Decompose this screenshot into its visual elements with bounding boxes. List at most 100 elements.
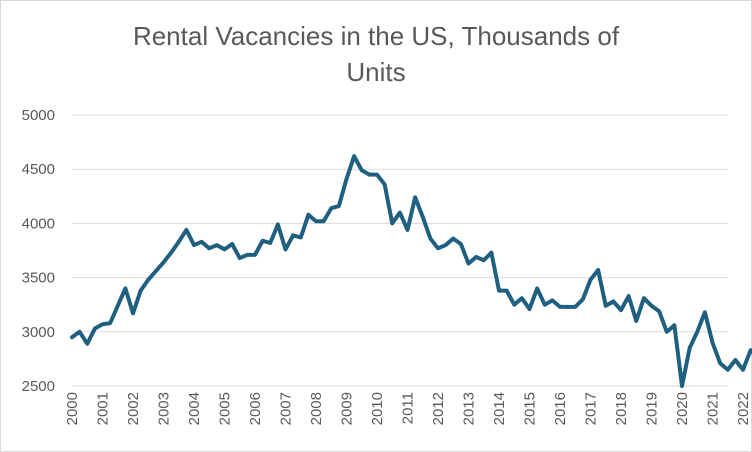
data-point (459, 242, 463, 246)
data-point (581, 297, 585, 301)
y-tick-label: 5000 (22, 107, 55, 124)
data-point (131, 311, 135, 315)
data-point (70, 335, 74, 339)
data-point (588, 278, 593, 282)
data-point (604, 304, 608, 308)
x-tick-label: 2000 (64, 392, 81, 425)
data-point (85, 342, 89, 346)
data-point (299, 235, 303, 240)
data-point (749, 348, 752, 352)
data-point (207, 246, 211, 250)
data-point (139, 289, 143, 293)
data-point (680, 384, 684, 388)
data-point (741, 368, 745, 372)
data-point (634, 319, 638, 323)
data-point (535, 286, 539, 291)
data-point (177, 240, 181, 244)
data-point (489, 251, 493, 255)
x-tick-label: 2019 (644, 392, 661, 425)
gridlines (72, 114, 728, 333)
data-point (78, 330, 82, 334)
data-point (543, 303, 547, 307)
data-point (169, 251, 173, 255)
data-point (352, 154, 356, 158)
data-point (116, 304, 120, 308)
data-point (261, 239, 265, 243)
data-point (344, 177, 349, 181)
x-tick-label: 2020 (674, 392, 691, 425)
data-point (627, 294, 631, 298)
data-point (192, 243, 196, 247)
x-tick-label: 2009 (339, 392, 356, 425)
x-tick-label: 2001 (95, 392, 112, 425)
data-point (672, 323, 676, 327)
data-point (268, 241, 272, 245)
data-point (245, 253, 249, 257)
data-point (527, 307, 532, 311)
data-point (710, 341, 715, 345)
x-tick-label: 2016 (552, 392, 569, 425)
x-tick-label: 2005 (217, 392, 234, 425)
data-point (253, 253, 257, 257)
chart-title: Rental Vacancies in the US, Thousands of… (0, 18, 752, 90)
data-point (421, 215, 425, 219)
data-point (413, 195, 417, 199)
data-point (215, 243, 219, 247)
data-point (428, 236, 432, 241)
y-tick-label: 2500 (22, 378, 55, 395)
data-point (642, 296, 646, 300)
data-point (733, 358, 737, 362)
y-axis-tick-labels: 2500 3000 3500 4000 4500 5000 (22, 107, 55, 395)
data-point (657, 309, 661, 313)
data-point (108, 321, 112, 325)
x-tick-label: 2011 (400, 392, 417, 424)
data-point (466, 261, 471, 266)
data-point (497, 289, 501, 293)
data-point (649, 304, 654, 308)
x-tick-label: 2008 (308, 392, 325, 425)
x-tick-label: 2012 (430, 392, 447, 425)
data-point (695, 330, 699, 334)
data-point (512, 303, 516, 307)
data-point (383, 182, 387, 186)
x-tick-label: 2021 (705, 392, 722, 425)
x-tick-label: 2010 (369, 392, 386, 425)
data-point (329, 206, 333, 210)
data-point (566, 305, 570, 309)
data-point (405, 228, 410, 232)
x-axis-tick-labels: 2000 2001 2002 2003 2004 2005 2006 2007 2008 2009… (64, 392, 752, 425)
data-point (337, 204, 341, 208)
data-point (451, 236, 455, 241)
data-point (474, 255, 478, 259)
data-point (482, 258, 486, 262)
x-tick-label: 2002 (125, 392, 142, 425)
data-point (375, 173, 379, 177)
data-point (573, 305, 577, 309)
x-tick-label: 2007 (278, 392, 295, 425)
data-point (558, 305, 562, 309)
data-point (161, 260, 166, 265)
data-point (390, 221, 394, 225)
data-point (726, 368, 730, 372)
data-point (444, 243, 448, 247)
x-tick-label: 2014 (491, 392, 508, 425)
x-tick-label: 2006 (247, 392, 264, 425)
data-point (688, 346, 692, 350)
data-point (550, 298, 554, 302)
y-tick-label: 3500 (22, 270, 55, 287)
data-point (184, 228, 188, 232)
data-point (360, 168, 364, 172)
data-point (276, 222, 280, 227)
x-tick-label: 2022 (735, 392, 752, 425)
data-point (611, 299, 615, 304)
data-point (238, 256, 242, 260)
data-point (123, 286, 127, 291)
data-point (619, 308, 623, 312)
chart-title-line-2: Units (346, 57, 406, 87)
x-tick-label: 2004 (186, 392, 203, 425)
data-point (367, 173, 371, 177)
series-line (70, 154, 752, 388)
data-point (505, 289, 509, 293)
